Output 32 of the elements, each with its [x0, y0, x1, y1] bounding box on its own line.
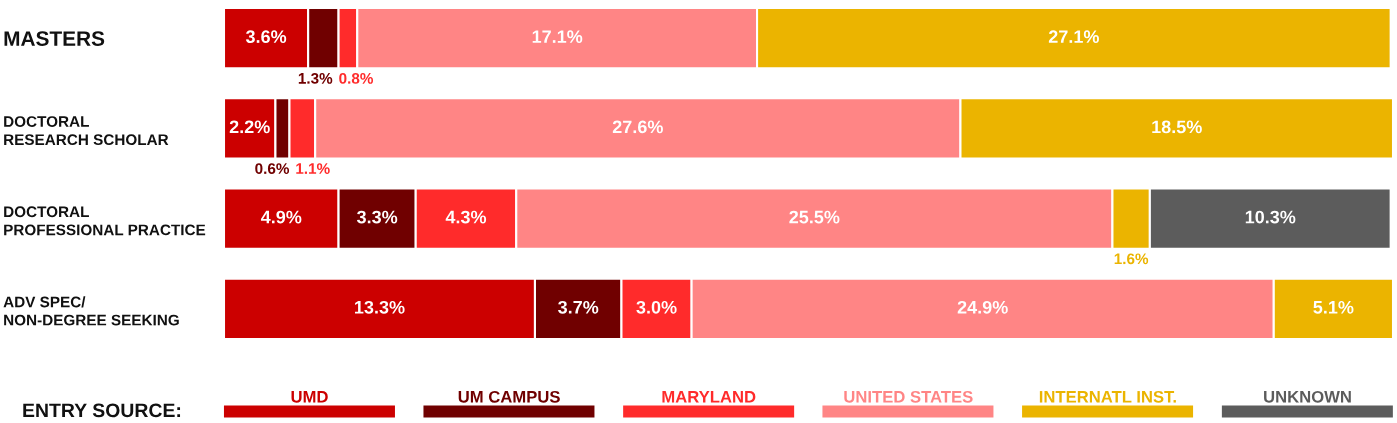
- data-label: 13.3%: [355, 300, 405, 314]
- text: UNKNOWN: [1264, 390, 1351, 403]
- y-tick-label: DOCTORAL PROFESSIONAL PRACTICE: [4, 206, 206, 236]
- text: UM CAMPUS: [458, 390, 560, 403]
- data-label: 0.6%: [255, 163, 290, 174]
- data-label: 3.0%: [636, 300, 677, 314]
- data-label: 3.3%: [356, 210, 398, 224]
- y-tick-label: ADV SPEC/ NON-DEGREE SEEKING: [3, 296, 179, 326]
- data-label: 10.3%: [1245, 210, 1296, 224]
- data-label: 3.6%: [245, 30, 287, 44]
- data-label: 5.1%: [1313, 300, 1354, 314]
- data-label: 0.8%: [339, 72, 374, 84]
- text: MARYLAND: [662, 391, 756, 403]
- data-label: 18.5%: [1152, 120, 1202, 134]
- data-label: 27.6%: [612, 120, 663, 134]
- text: UNITED STATES: [844, 390, 973, 403]
- data-label: 25.5%: [789, 210, 840, 224]
- data-label: 4.9%: [260, 210, 302, 224]
- data-label: 2.2%: [229, 120, 270, 134]
- data-label: 1.3%: [298, 72, 333, 84]
- y-tick-label: DOCTORAL RESEARCH SCHOLAR: [4, 116, 169, 146]
- data-label: 24.9%: [957, 300, 1008, 314]
- data-label: 3.7%: [558, 300, 599, 314]
- text: UMD: [291, 391, 328, 403]
- legend-title: ENTRY SOURCE:: [23, 403, 181, 418]
- data-label: 1.6%: [1114, 253, 1149, 265]
- data-label: 27.1%: [1048, 30, 1099, 43]
- y-tick-label: MASTERS: [4, 31, 105, 46]
- text: INTERNATL INST.: [1039, 390, 1176, 403]
- data-label: 17.1%: [532, 30, 583, 43]
- data-label: 4.3%: [445, 210, 487, 224]
- data-label: 1.1%: [296, 163, 330, 174]
